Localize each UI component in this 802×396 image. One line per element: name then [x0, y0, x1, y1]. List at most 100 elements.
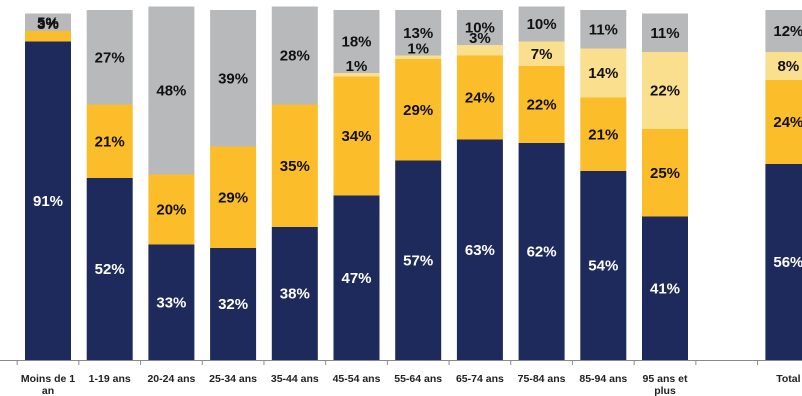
data-label: 11% — [650, 25, 679, 42]
data-label: 20% — [156, 202, 186, 219]
data-label: 34% — [341, 128, 371, 145]
bar-segment — [765, 164, 802, 360]
bar-segment — [210, 248, 257, 360]
bar-segment — [271, 104, 318, 227]
data-label: 56% — [773, 254, 802, 271]
data-label: 48% — [156, 83, 186, 100]
bar-segment — [580, 48, 627, 98]
bar-segment — [456, 10, 503, 45]
data-label: 39% — [218, 70, 248, 87]
category-labels-group: Moins de 1an 1-19 ans 20-24 ans 25-34 ans 35… — [21, 373, 801, 396]
bar-segment — [518, 66, 565, 143]
data-label: 35% — [280, 158, 310, 175]
bar-segment — [395, 59, 442, 161]
data-label: 24% — [465, 90, 495, 107]
data-label: 22% — [650, 83, 680, 100]
data-label: 21% — [95, 133, 125, 150]
data-label: 8% — [778, 58, 800, 75]
category-label: an — [42, 385, 54, 396]
data-label: 12% — [773, 23, 802, 40]
category-label: 65-74 ans — [456, 373, 504, 385]
bar-segment — [395, 10, 442, 56]
category-label: 20-24 ans — [147, 373, 195, 385]
data-label: 62% — [527, 244, 557, 261]
bar-segment — [518, 6, 565, 42]
bars-group — [25, 6, 802, 360]
data-label: 52% — [95, 261, 125, 278]
data-label: 28% — [280, 48, 310, 65]
data-label: 21% — [588, 126, 618, 143]
category-label: Moins de 1 — [21, 373, 75, 385]
bar-segment — [642, 13, 688, 52]
bar-segment — [148, 244, 195, 360]
category-label: 75-84 ans — [518, 373, 566, 385]
bar-segment — [642, 52, 688, 129]
data-label: 14% — [588, 65, 618, 82]
category-label: plus — [654, 385, 676, 396]
bar-segment — [25, 31, 71, 42]
bar-segment — [642, 216, 688, 360]
bar-segment — [642, 129, 688, 217]
data-label: 3% — [469, 30, 491, 47]
bar-segment — [271, 6, 318, 105]
bar-segment — [333, 76, 380, 196]
bar-segment — [765, 80, 802, 164]
data-labels-group: 91%3%5%52%21%27%33%20%48%32%29%39%38%35%… — [33, 14, 802, 313]
data-label: 11% — [589, 21, 618, 38]
category-label: 25-34 ans — [209, 373, 257, 385]
data-label: 22% — [527, 97, 557, 114]
category-label: 95 ans et — [643, 373, 688, 385]
bar-segment — [148, 174, 195, 245]
bar-segment — [333, 73, 380, 77]
category-label: 85-94 ans — [579, 373, 627, 385]
bar-segment — [25, 13, 71, 31]
bar-segment — [456, 55, 503, 140]
bar-segment — [86, 104, 133, 178]
bar-segment — [333, 195, 380, 360]
category-label: 1-19 ans — [89, 373, 131, 385]
bar-segment — [580, 97, 627, 171]
data-label: 24% — [773, 114, 802, 131]
data-label: 10% — [527, 16, 557, 33]
bar-segment — [395, 55, 442, 59]
data-label: 1% — [346, 58, 368, 75]
data-label: 32% — [218, 296, 248, 313]
data-label: 54% — [588, 258, 618, 275]
data-label: 18% — [341, 34, 371, 51]
bar-segment — [210, 10, 257, 147]
data-label: 5% — [37, 14, 59, 31]
category-label: 35-44 ans — [271, 373, 319, 385]
data-label: 13% — [403, 25, 433, 42]
category-label: Total — [776, 373, 800, 385]
bar-segment — [210, 146, 257, 248]
data-label: 27% — [95, 49, 125, 66]
bar-segment — [580, 171, 627, 360]
bar-segment — [271, 227, 318, 360]
data-label: 33% — [156, 294, 186, 311]
data-label: 41% — [650, 280, 680, 297]
data-label: 38% — [280, 286, 310, 303]
category-label: 55-64 ans — [394, 373, 442, 385]
data-label: 29% — [403, 102, 433, 119]
data-label: 1% — [407, 41, 429, 58]
bar-segment — [86, 10, 133, 105]
bar-segment — [580, 10, 627, 49]
data-label: 63% — [465, 242, 495, 259]
data-label: 47% — [341, 270, 371, 287]
bar-segment — [148, 6, 195, 175]
bar-segment — [25, 41, 71, 360]
data-label: 91% — [33, 193, 63, 210]
bar-segment — [86, 178, 133, 360]
data-label: 3% — [37, 16, 59, 33]
bar-segment — [518, 143, 565, 360]
bar-segment — [333, 10, 380, 73]
bar-segment — [395, 160, 442, 360]
category-label: 45-54 ans — [333, 373, 381, 385]
data-label: 57% — [403, 252, 433, 269]
bar-segment — [765, 10, 802, 52]
bar-segment — [765, 52, 802, 80]
data-label: 29% — [218, 189, 248, 206]
bar-segment — [456, 139, 503, 360]
